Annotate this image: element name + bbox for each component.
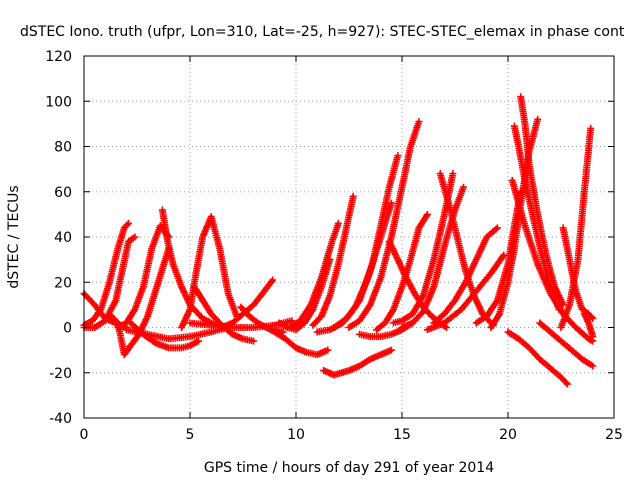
y-tick-label: 120 (45, 49, 72, 65)
series-8 (158, 206, 219, 329)
series-markers (390, 170, 457, 327)
series-markers (580, 310, 597, 341)
series-38 (557, 124, 595, 331)
x-axis-label: GPS time / hours of day 291 of year 2014 (204, 460, 494, 476)
y-tick-label: 20 (54, 275, 72, 291)
series-markers (536, 319, 597, 370)
x-tick-label: 10 (287, 427, 305, 443)
series-markers (80, 219, 132, 329)
series-2 (80, 219, 132, 329)
series-markers (430, 224, 501, 327)
series-34 (504, 328, 571, 388)
y-tick-label: 80 (54, 140, 72, 156)
series-markers (218, 276, 277, 331)
y-tick-label: -40 (49, 411, 72, 427)
x-tick-label: 25 (605, 427, 623, 443)
series-28 (430, 224, 501, 327)
data-series (80, 93, 597, 388)
series-markers (517, 93, 567, 309)
series-markers (309, 192, 357, 329)
x-tick-label: 0 (80, 427, 89, 443)
y-tick-label: 0 (63, 321, 72, 337)
axis-ticks: 0 5 10 15 20 25 -40 -20 0 20 40 60 80 100 120 (45, 49, 623, 443)
series-18 (320, 346, 395, 379)
x-tick-label: 15 (393, 427, 411, 443)
series-markers (330, 152, 402, 331)
series-27 (436, 170, 497, 329)
chart-title: dSTEC Iono. truth (ufpr, Lon=310, Lat=-2… (20, 24, 625, 40)
series-39 (580, 310, 597, 341)
series-20 (330, 152, 402, 331)
series-9 (178, 213, 241, 331)
series-markers (320, 346, 395, 379)
series-markers (436, 170, 497, 329)
y-tick-label: 60 (54, 185, 72, 201)
series-17 (309, 192, 357, 329)
series-7 (122, 324, 232, 343)
series-14 (262, 324, 332, 359)
y-tick-label: -20 (49, 366, 72, 382)
x-tick-label: 5 (186, 427, 195, 443)
y-tick-label: 100 (45, 94, 72, 110)
series-36 (536, 319, 597, 370)
series-26 (398, 183, 467, 331)
series-markers (262, 324, 332, 359)
series-25 (390, 170, 457, 327)
series-markers (557, 124, 595, 331)
series-markers (504, 328, 571, 388)
series-29 (423, 251, 508, 334)
y-tick-label: 40 (54, 230, 72, 246)
x-tick-label: 20 (499, 427, 517, 443)
series-33 (517, 93, 567, 309)
series-16 (286, 219, 342, 331)
y-axis-label: dSTEC / TECUs (6, 185, 22, 288)
series-32 (510, 122, 563, 313)
series-12 (218, 276, 277, 331)
series-markers (423, 251, 508, 334)
series-markers (122, 324, 232, 343)
series-23 (373, 210, 431, 334)
series-markers (286, 219, 342, 331)
series-markers (373, 210, 431, 334)
